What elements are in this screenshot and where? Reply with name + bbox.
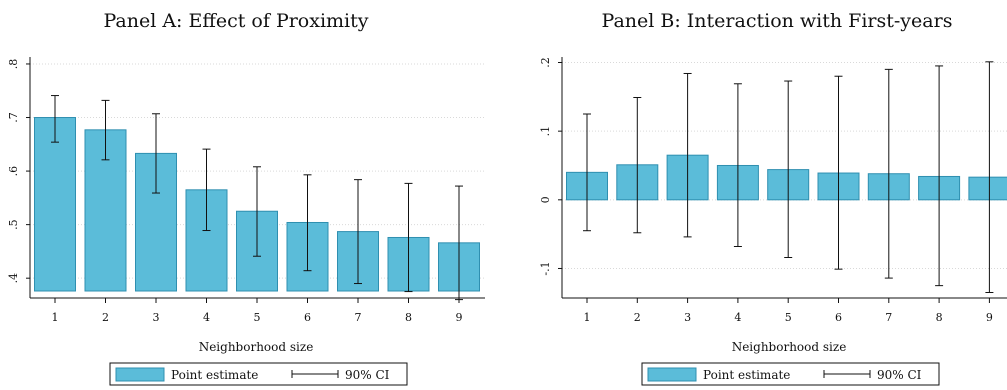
x-tick-label: 7 — [355, 311, 362, 324]
x-tick-label: 4 — [734, 311, 741, 324]
panel-a-legend: Point estimate 90% CI — [109, 362, 408, 386]
x-tick-label: 7 — [885, 311, 892, 324]
bar — [34, 117, 76, 292]
x-tick-label: 2 — [102, 311, 109, 324]
x-tick-label: 1 — [584, 311, 591, 324]
y-tick-label: .7 — [7, 112, 20, 123]
legend-ci-label: 90% CI — [877, 368, 922, 382]
y-tick-label: 0 — [539, 196, 552, 203]
x-tick-label: 6 — [835, 311, 842, 324]
legend-frame — [109, 362, 408, 386]
y-tick-label: .4 — [7, 273, 20, 284]
x-tick-label: 4 — [203, 311, 210, 324]
x-tick-label: 3 — [684, 311, 691, 324]
x-tick-label: 3 — [153, 311, 160, 324]
x-tick-label: 2 — [634, 311, 641, 324]
x-tick-label: 5 — [785, 311, 792, 324]
y-tick-label: .6 — [7, 166, 20, 177]
x-tick-label: 5 — [254, 311, 261, 324]
y-tick-label: -.1 — [539, 261, 552, 275]
legend-point-estimate-label: Point estimate — [703, 368, 790, 382]
y-tick-label: .1 — [539, 126, 552, 137]
y-tick-label: .5 — [7, 219, 20, 230]
x-tick-label: 9 — [986, 311, 993, 324]
panel-a-title: Panel A: Effect of Proximity — [103, 10, 368, 32]
bar — [84, 129, 127, 292]
x-tick-label: 6 — [304, 311, 311, 324]
panel-b: Panel B: Interaction with First-years -.… — [539, 10, 1007, 354]
panel-a: Panel A: Effect of Proximity .4 .5 .6 .7 .8 1… — [7, 10, 485, 354]
x-tick-label: 9 — [456, 311, 463, 324]
panel-b-title: Panel B: Interaction with First-years — [602, 10, 953, 32]
legend-ci-label: 90% CI — [345, 368, 390, 382]
panel-b-x-axis-label: Neighborhood size — [732, 340, 847, 354]
bar — [968, 176, 1007, 201]
x-tick-label: 8 — [936, 311, 943, 324]
panel-b-legend: Point estimate 90% CI — [641, 362, 940, 386]
legend-frame — [641, 362, 940, 386]
panel-a-x-axis-label: Neighborhood size — [199, 340, 314, 354]
x-tick-label: 1 — [52, 311, 59, 324]
legend-bar-swatch — [647, 367, 697, 382]
legend-bar-swatch — [115, 367, 165, 382]
x-tick-label: 8 — [405, 311, 412, 324]
y-tick-label: .8 — [7, 59, 20, 69]
y-tick-label: .2 — [539, 57, 552, 67]
legend-point-estimate-label: Point estimate — [171, 368, 258, 382]
